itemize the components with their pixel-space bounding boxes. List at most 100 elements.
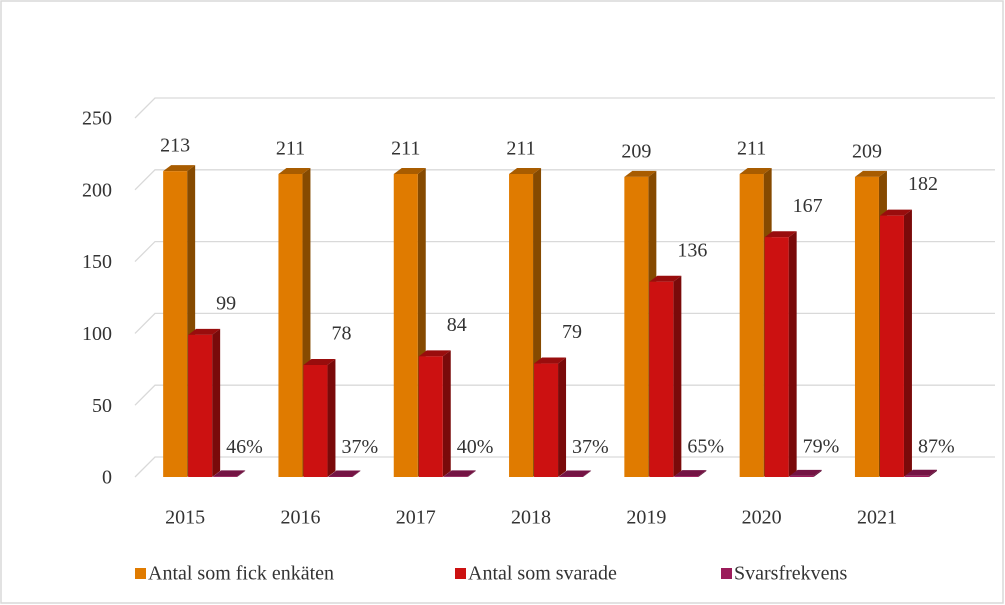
bar-side (327, 358, 336, 477)
bar-top (534, 357, 567, 364)
data-label: 46% (226, 436, 263, 458)
bar-3d (303, 358, 336, 477)
bar-3d (443, 470, 476, 477)
bar-3d (418, 350, 451, 477)
bar-side (558, 357, 567, 477)
y-tick-label: 0 (102, 467, 112, 489)
grid-line (134, 384, 995, 406)
bar-top (789, 469, 822, 476)
data-label: 211 (276, 138, 305, 160)
bar-3d (213, 470, 246, 477)
bar (303, 364, 328, 477)
grid-line (134, 97, 995, 119)
bar-top (649, 275, 682, 282)
bar (418, 356, 443, 477)
bar-3d (188, 328, 221, 477)
bar-side (352, 470, 361, 477)
data-label: 84 (447, 314, 467, 336)
grid-line (134, 456, 995, 478)
y-tick-label: 250 (82, 108, 112, 130)
bar-3d (163, 165, 196, 477)
bar-top (509, 168, 542, 175)
data-label: 209 (852, 140, 882, 162)
bar-side (212, 328, 221, 477)
bar-top (213, 470, 246, 477)
bar-top (328, 470, 361, 477)
bar-top (278, 168, 311, 175)
bar (393, 174, 418, 477)
x-tick-label: 2021 (857, 507, 897, 529)
data-label: 136 (677, 239, 707, 261)
x-tick-label: 2017 (396, 507, 436, 529)
bar-top (904, 469, 937, 476)
x-tick-label: 2015 (165, 507, 205, 529)
bar (559, 476, 584, 477)
bar-3d (764, 231, 797, 477)
data-label: 209 (621, 140, 651, 162)
bar (879, 215, 904, 477)
bar-top (764, 231, 797, 238)
data-label: 211 (391, 138, 420, 160)
bar-side (442, 350, 451, 477)
data-label: 211 (506, 138, 535, 160)
data-label: 87% (918, 435, 955, 457)
bar-top (163, 165, 196, 172)
bar-top (418, 350, 451, 357)
legend-label: Antal som fick enkäten (148, 563, 334, 585)
data-label: 78 (331, 323, 351, 345)
data-label: 99 (216, 292, 236, 314)
bar-3d (328, 470, 361, 477)
y-tick-label: 200 (82, 179, 112, 201)
bar (443, 476, 468, 477)
data-label: 37% (572, 436, 609, 458)
bar (789, 475, 814, 477)
bar (509, 174, 534, 477)
data-label: 211 (737, 138, 766, 160)
bar (188, 334, 213, 477)
bar-3d (649, 275, 682, 477)
legend-swatch (135, 568, 146, 579)
bar-side (788, 231, 797, 477)
data-label: 65% (687, 436, 724, 458)
x-tick-label: 2019 (626, 507, 666, 529)
bar (328, 476, 353, 477)
bar-top (303, 358, 336, 365)
y-tick-label: 150 (82, 251, 112, 273)
bar (764, 237, 789, 477)
bar (739, 174, 764, 477)
data-label: 40% (457, 436, 494, 458)
bar-side (673, 275, 682, 477)
data-label: 79 (562, 321, 582, 343)
bar-3d (509, 168, 542, 477)
bar-side (903, 209, 912, 477)
bar (213, 476, 238, 477)
legend-swatch (721, 568, 732, 579)
bar-top (879, 209, 912, 216)
bar (278, 174, 303, 477)
bar-3d (559, 470, 592, 477)
data-label: 37% (341, 436, 378, 458)
data-label: 79% (803, 435, 840, 457)
legend-label: Antal som svarade (468, 563, 617, 585)
bar-top (739, 168, 772, 175)
bar-side (928, 469, 937, 477)
bar (624, 176, 649, 477)
bar (904, 475, 929, 477)
y-tick-label: 50 (92, 395, 112, 417)
bar-side (813, 469, 822, 477)
bar-3d (789, 469, 822, 477)
bar (674, 476, 699, 477)
bar-top (443, 470, 476, 477)
x-tick-label: 2018 (511, 507, 551, 529)
x-tick-label: 2016 (280, 507, 320, 529)
bar-side (583, 470, 592, 477)
data-label: 213 (160, 135, 190, 157)
x-tick-label: 2020 (742, 507, 782, 529)
bar-top (624, 170, 657, 177)
bar (649, 281, 674, 477)
data-label: 182 (908, 173, 938, 195)
bar-top (188, 328, 221, 335)
legend-label: Svarsfrekvens (734, 563, 848, 585)
